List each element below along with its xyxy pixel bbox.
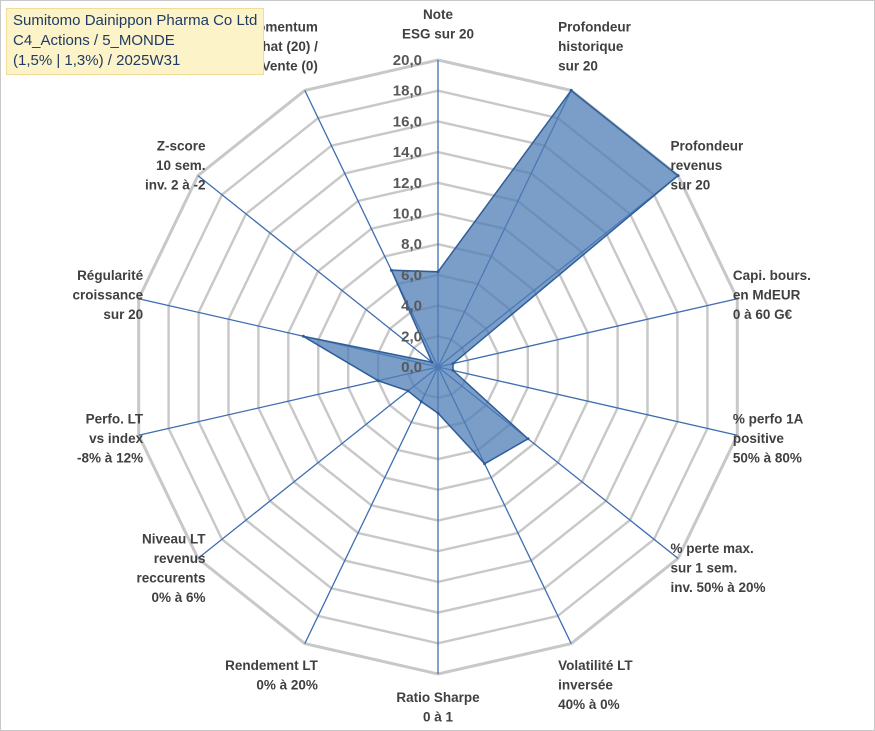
tick-label: 16,0 <box>393 113 422 130</box>
axis-label-7: Volatilité LT inversée 40% à 0% <box>558 658 633 712</box>
axis-label-12: Régularité croissance sur 20 <box>73 268 144 322</box>
series-point-5 <box>451 368 455 372</box>
spoke-13 <box>197 175 439 368</box>
radar-series <box>301 88 680 466</box>
series-point-11 <box>376 379 380 383</box>
tick-label: 2,0 <box>401 328 422 345</box>
axis-label-8: Ratio Sharpe 0 à 1 <box>396 690 480 725</box>
series-point-14 <box>389 268 393 272</box>
axis-label-4: Capi. bours. en MdEUR 0 à 60 G€ <box>733 268 811 322</box>
axis-label-13: Z-score 10 sem. inv. 2 à -2 <box>145 138 206 192</box>
axis-label-10: Niveau LT revenus reccurents 0% à 6% <box>136 531 206 605</box>
radar-tick-labels: 0,0 2,0 4,0 6,0 8,0 10,0 12,0 14,0 16,0 18,0 20,0 <box>393 52 422 376</box>
series-point-2 <box>569 88 573 92</box>
spoke-5 <box>437 366 738 436</box>
tick-label: 18,0 <box>393 83 422 100</box>
series-point-3 <box>676 174 680 178</box>
tick-label: 14,0 <box>393 144 422 161</box>
spoke-4 <box>437 298 738 368</box>
axis-label-9: Rendement LT 0% à 20% <box>225 658 319 693</box>
series-point-8 <box>436 411 440 415</box>
axis-label-3: Profondeur revenus sur 20 <box>671 138 744 192</box>
series-point-10 <box>406 389 410 393</box>
axis-label-5: % perfo 1A positive 50% à 80% <box>733 412 804 466</box>
axis-label-6: % perte max. sur 1 sem. inv. 50% à 20% <box>671 541 766 595</box>
chart-title: Sumitomo Dainippon Pharma Co Ltd C4_Acti… <box>6 8 265 75</box>
axis-label-1: Note ESG sur 20 <box>402 7 474 42</box>
series-point-4 <box>451 362 455 366</box>
series-point-7 <box>483 462 487 466</box>
axis-label-11: Perfo. LT vs index -8% à 12% <box>77 412 144 466</box>
series-point-9 <box>419 400 423 404</box>
chart-title-line-1: Sumitomo Dainippon Pharma Co Ltd <box>13 12 258 29</box>
chart-title-line-2: C4_Actions / 5_MONDE <box>13 32 175 49</box>
tick-label: 0,0 <box>401 359 422 376</box>
chart-title-line-3: (1,5% | 1,3%) / 2025W31 <box>13 52 181 69</box>
radar-axis-labels: Note ESG sur 20 Profondeur historique sur 20… <box>73 7 811 725</box>
series-point-13 <box>430 360 434 364</box>
tick-label: 6,0 <box>401 267 422 284</box>
spoke-10 <box>197 366 439 559</box>
series-point-6 <box>526 437 530 441</box>
spoke-9 <box>304 366 439 644</box>
tick-label: 10,0 <box>393 206 422 223</box>
series-point-12 <box>301 334 305 338</box>
tick-label: 4,0 <box>401 298 422 315</box>
series-point-1 <box>436 270 440 274</box>
tick-label: 20,0 <box>393 52 422 69</box>
tick-label: 12,0 <box>393 175 422 192</box>
tick-label: 8,0 <box>401 236 422 253</box>
axis-label-2: Profondeur historique sur 20 <box>558 20 631 74</box>
